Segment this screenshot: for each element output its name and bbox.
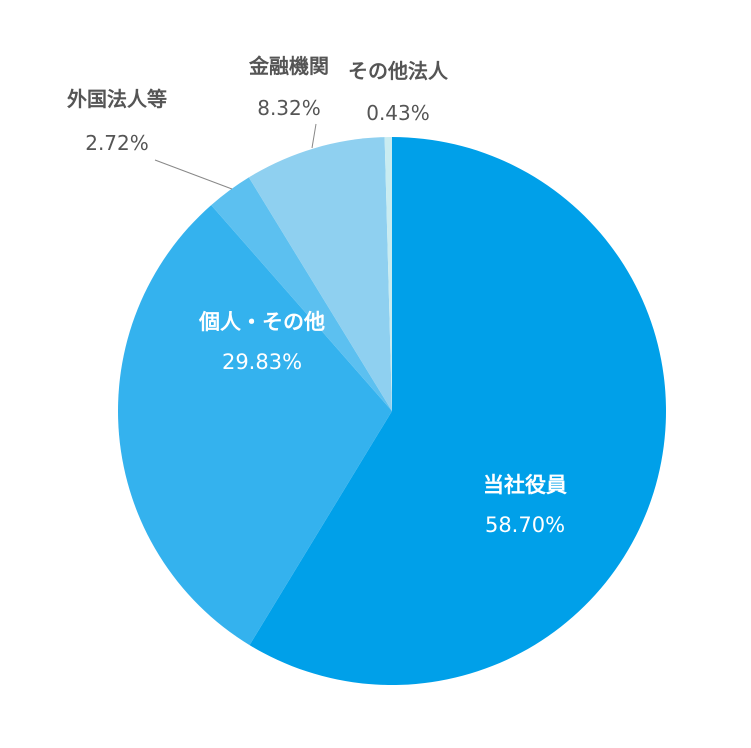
slice-label: 個人・その他 <box>198 310 325 334</box>
pie-slice <box>211 177 392 411</box>
pie-slice <box>248 137 392 411</box>
slice-value-label: 58.70% <box>485 513 565 537</box>
pie-slice <box>118 205 393 646</box>
slice-value-label: 0.43% <box>366 101 430 125</box>
slice-labels: 当社役員 58.70% 個人・その他 29.83% 外国法人等 2.72% 金融機関 8.32… <box>67 54 567 537</box>
leader-lines <box>154 123 317 190</box>
slice-value-label: 2.72% <box>85 131 149 155</box>
slice-label: その他法人 <box>348 59 449 83</box>
slice-value-label: 8.32% <box>257 96 321 120</box>
pie-slice <box>384 137 392 411</box>
slice-value-label: 29.83% <box>222 350 302 374</box>
slice-label: 金融機関 <box>248 54 329 78</box>
pie-slice <box>249 137 667 685</box>
slice-label: 当社役員 <box>483 473 567 497</box>
leader-line <box>154 159 233 190</box>
pie-slices <box>118 137 667 685</box>
leader-line <box>311 123 317 149</box>
slice-label: 外国法人等 <box>67 87 167 111</box>
